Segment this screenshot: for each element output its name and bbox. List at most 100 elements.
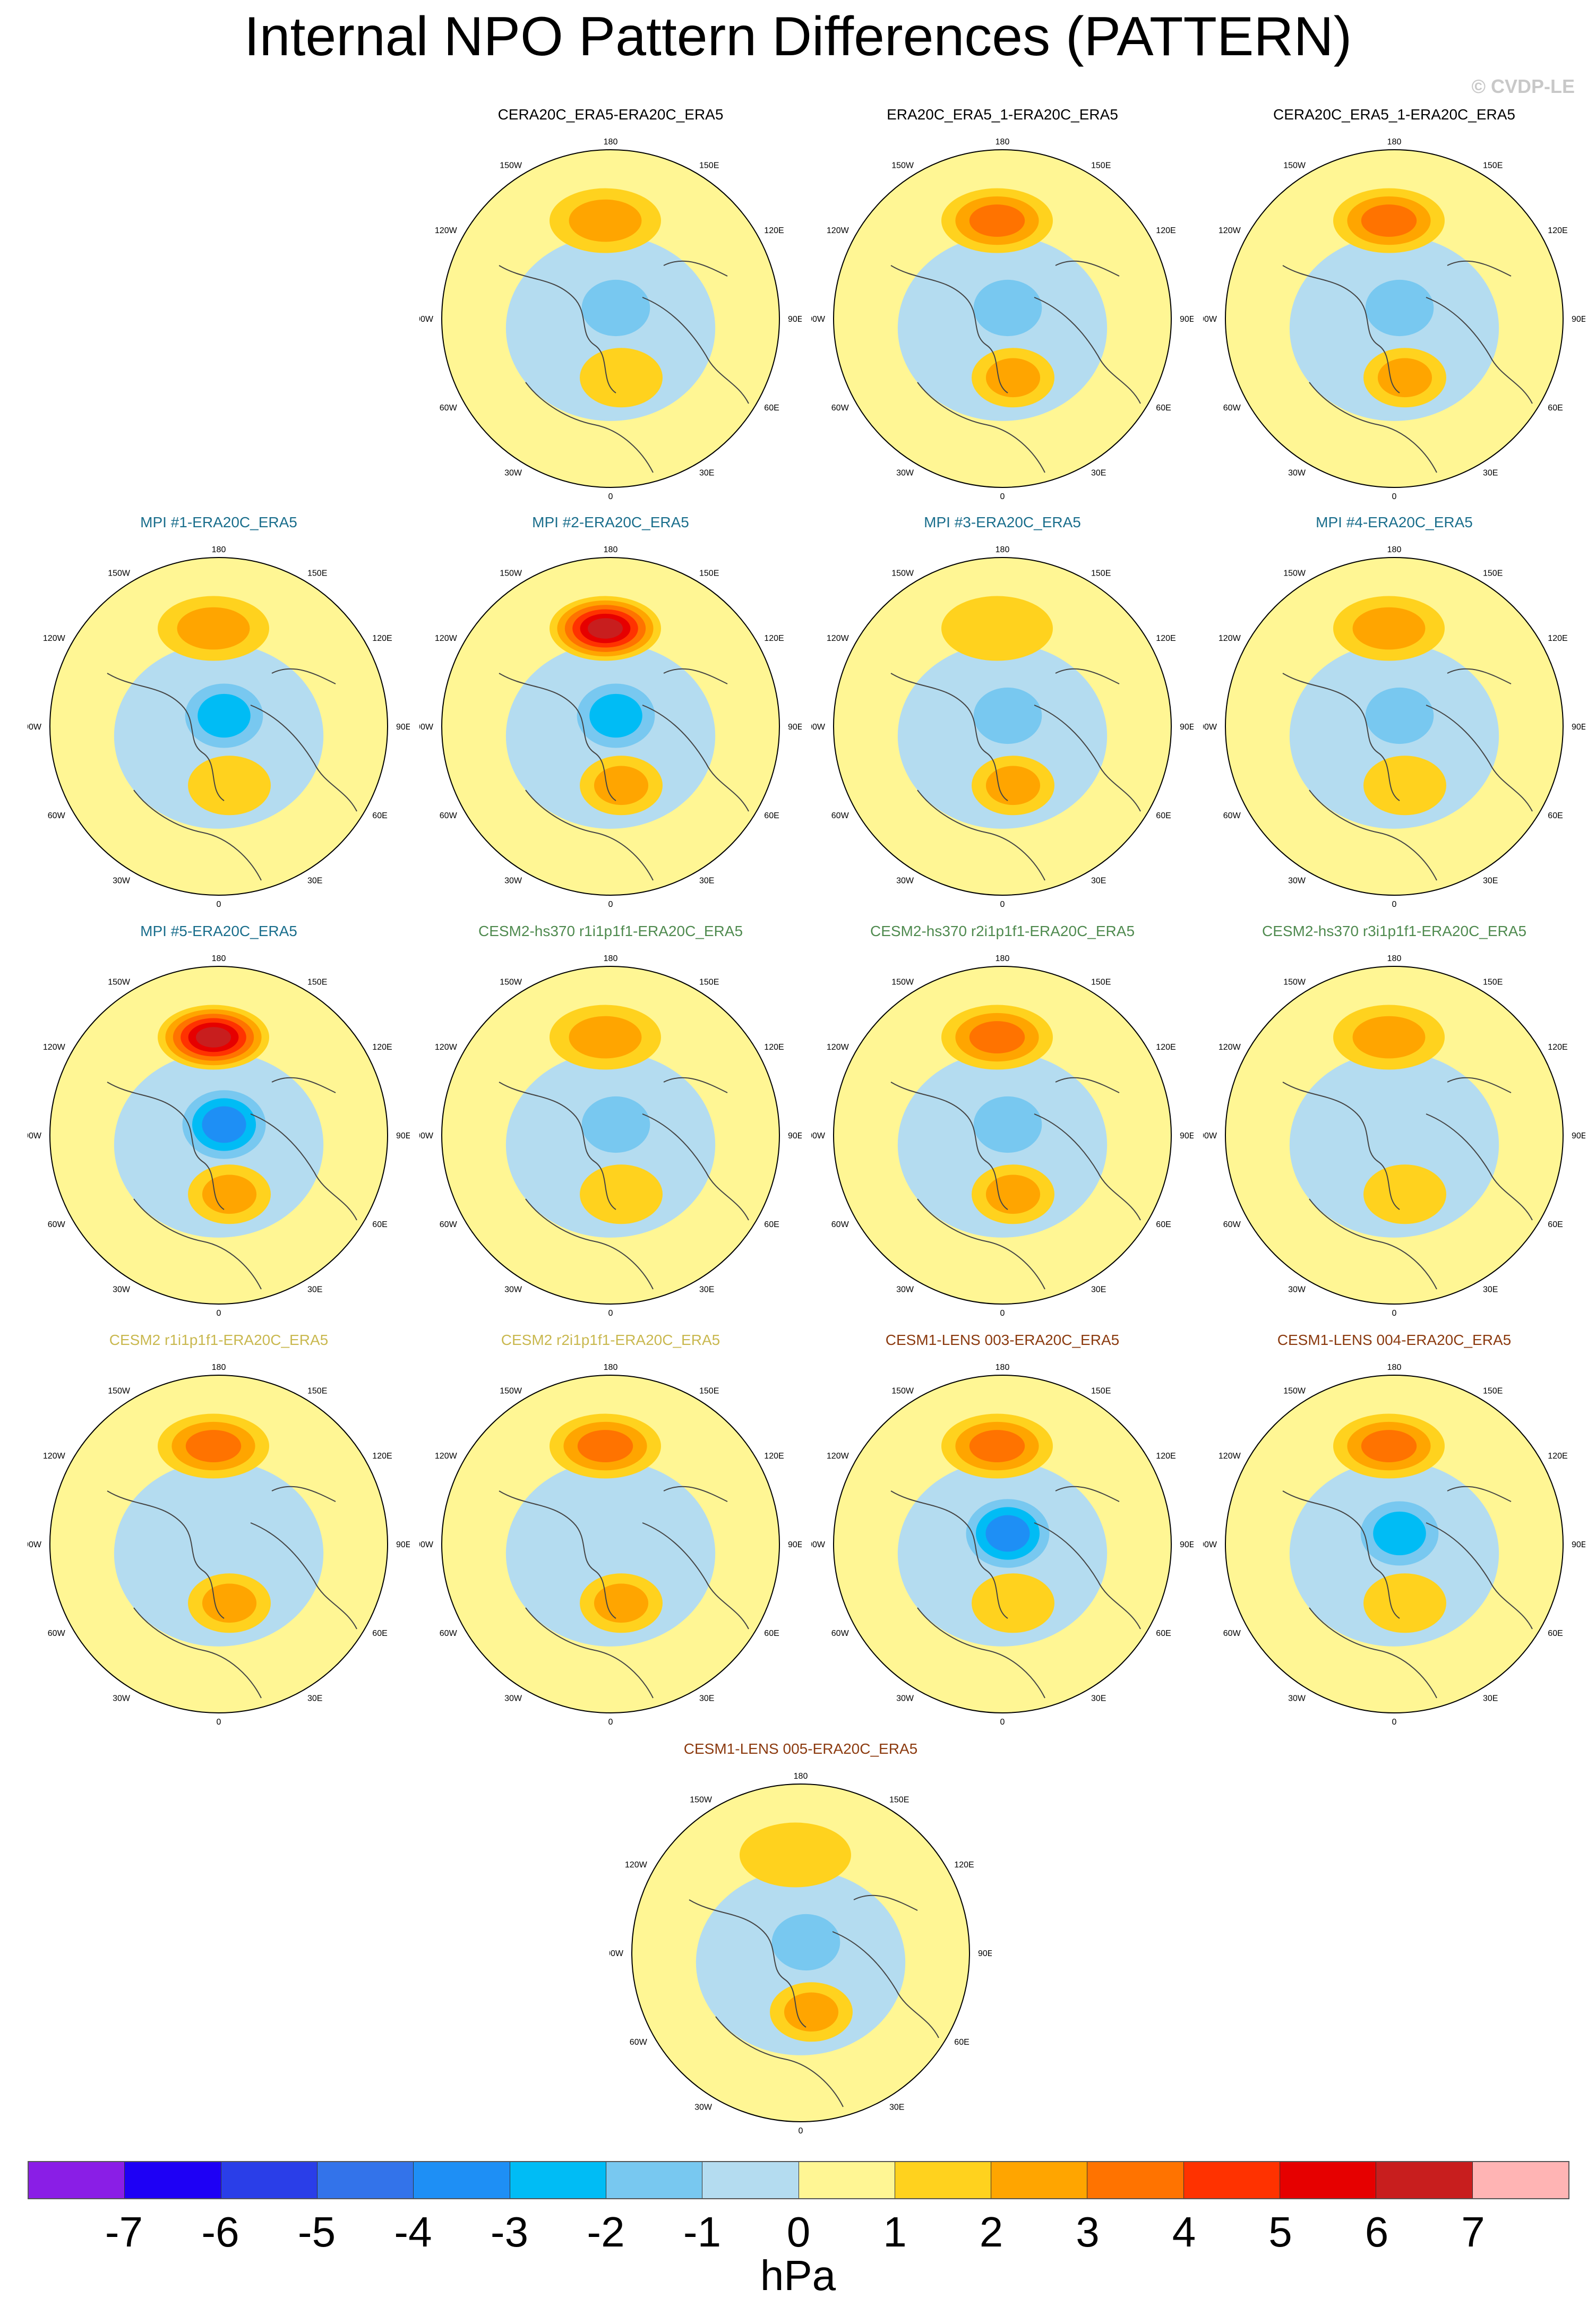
coastline xyxy=(133,1607,262,1699)
longitude-label: 90E xyxy=(788,723,802,732)
colorbar-tick-label: 2 xyxy=(979,2208,1003,2256)
longitude-label: 60W xyxy=(1223,404,1241,413)
colorbar-swatch xyxy=(991,2162,1088,2198)
longitude-label: 60W xyxy=(440,404,458,413)
atlantic-high-contour xyxy=(1363,1573,1446,1633)
longitude-label: 30E xyxy=(1091,1285,1106,1294)
longitude-label: 60E xyxy=(1548,404,1563,413)
longitude-label: 30E xyxy=(699,468,714,477)
map-panel: MPI #5-ERA20C_ERA5 180 150E 120E 90E 60E 30E 0 3… xyxy=(28,923,410,1326)
atlantic-high-contour xyxy=(784,1992,839,2032)
longitude-label: 180 xyxy=(212,545,226,554)
pacific-high-contour xyxy=(941,596,1053,661)
longitude-label: 0 xyxy=(1000,1309,1005,1318)
longitude-label: 30E xyxy=(1483,1285,1498,1294)
longitude-label: 60E xyxy=(764,1629,779,1638)
panel-title: CESM1-LENS 005-ERA20C_ERA5 xyxy=(683,1740,918,1757)
longitude-label: 0 xyxy=(1392,900,1397,909)
longitude-label: 180 xyxy=(604,138,618,147)
arctic-low-contour xyxy=(589,693,642,738)
longitude-label: 150E xyxy=(307,978,327,987)
longitude-label: 30W xyxy=(113,1694,131,1703)
map-border xyxy=(441,1375,780,1713)
polar-map: 180 150E 120E 90E 60E 30E 0 30W 60W 90W 120W 150W xyxy=(28,1363,410,1727)
longitude-label: 30W xyxy=(896,876,914,885)
coastline xyxy=(642,297,749,404)
longitude-label: 60W xyxy=(1223,1629,1241,1638)
map-border xyxy=(833,557,1172,896)
coastline xyxy=(917,790,1045,881)
longitude-label: 30E xyxy=(699,876,714,885)
coastline xyxy=(1309,382,1437,473)
coastline xyxy=(250,705,357,812)
map-border xyxy=(833,1375,1172,1713)
longitude-label: 30W xyxy=(504,1285,522,1294)
longitude-label: 150E xyxy=(699,1387,719,1396)
longitude-label: 90E xyxy=(396,723,410,732)
longitude-label: 30W xyxy=(896,468,914,477)
coastline xyxy=(1034,297,1141,404)
longitude-label: 150W xyxy=(891,161,914,170)
colorbar-tick-label: -6 xyxy=(201,2208,239,2256)
longitude-label: 30E xyxy=(1483,1694,1498,1703)
colorbar-tick-label: 3 xyxy=(1076,2208,1100,2256)
longitude-label: 150W xyxy=(690,1796,713,1805)
pacific-high-contour xyxy=(195,1027,231,1048)
map-panel: CERA20C_ERA5-ERA20C_ERA5 180 150E 120E 90E 60… xyxy=(419,106,802,510)
arctic-low-contour xyxy=(581,279,650,337)
coastline xyxy=(107,1082,225,1210)
panel-title: CERA20C_ERA5-ERA20C_ERA5 xyxy=(497,106,724,123)
arctic-low-contour xyxy=(564,1491,667,1576)
longitude-label: 30E xyxy=(1091,468,1106,477)
pacific-high-contour xyxy=(177,607,250,650)
longitude-label: 120W xyxy=(1219,1452,1241,1461)
arctic-low-contour xyxy=(1373,1511,1426,1556)
longitude-label: 60E xyxy=(1156,811,1171,820)
atlantic-high-contour xyxy=(594,1583,649,1623)
panel-title: CESM2 r2i1p1f1-ERA20C_ERA5 xyxy=(501,1332,720,1348)
longitude-label: 30W xyxy=(896,1285,914,1294)
coastline xyxy=(832,1931,939,2038)
longitude-label: 60W xyxy=(1223,811,1241,820)
atlantic-high-contour xyxy=(985,358,1041,398)
longitude-label: 120E xyxy=(1156,226,1175,235)
polar-map: 180 150E 120E 90E 60E 30E 0 30W 60W 90W 120W 150W xyxy=(419,138,802,501)
longitude-label: 120E xyxy=(1156,1043,1175,1052)
longitude-label: 120E xyxy=(764,1043,784,1052)
panel-title: CESM2-hs370 r2i1p1f1-ERA20C_ERA5 xyxy=(870,923,1135,939)
longitude-label: 180 xyxy=(212,1363,226,1372)
longitude-label: 60E xyxy=(1156,404,1171,413)
longitude-label: 90E xyxy=(788,1540,802,1549)
longitude-label: 120E xyxy=(764,226,784,235)
longitude-label: 60W xyxy=(48,811,66,820)
coastline xyxy=(133,790,262,881)
credit-label: © CVDP-LE xyxy=(1471,75,1575,97)
longitude-label: 150W xyxy=(108,978,131,987)
coastline xyxy=(1426,1113,1533,1221)
longitude-label: 120W xyxy=(1219,634,1241,643)
longitude-label: 30W xyxy=(1288,468,1306,477)
longitude-label: 150W xyxy=(1283,161,1306,170)
longitude-label: 0 xyxy=(217,900,221,909)
panel-title: MPI #5-ERA20C_ERA5 xyxy=(140,923,297,939)
longitude-label: 0 xyxy=(1000,900,1005,909)
panel-title: CERA20C_ERA5_1-ERA20C_ERA5 xyxy=(1273,106,1515,123)
pacific-high-contour xyxy=(185,1430,242,1463)
longitude-label: 120E xyxy=(764,1452,784,1461)
coastline xyxy=(1282,265,1400,393)
coastline xyxy=(1034,705,1141,812)
map-border xyxy=(631,1784,970,2122)
longitude-label: 0 xyxy=(608,492,613,501)
longitude-label: 90W xyxy=(419,315,434,324)
longitude-label: 60W xyxy=(440,811,458,820)
map-panel: CESM1-LENS 004-ERA20C_ERA5 180 150E 120E 90E… xyxy=(1203,1332,1585,1735)
panel-title: MPI #4-ERA20C_ERA5 xyxy=(1316,514,1473,530)
coastline xyxy=(1447,260,1512,277)
longitude-label: 60W xyxy=(831,811,850,820)
panel-title: MPI #1-ERA20C_ERA5 xyxy=(140,514,297,530)
longitude-label: 90E xyxy=(1180,1540,1194,1549)
longitude-label: 30W xyxy=(504,468,522,477)
longitude-label: 150E xyxy=(699,161,719,170)
longitude-label: 0 xyxy=(608,1718,613,1727)
longitude-label: 120W xyxy=(435,1043,458,1052)
